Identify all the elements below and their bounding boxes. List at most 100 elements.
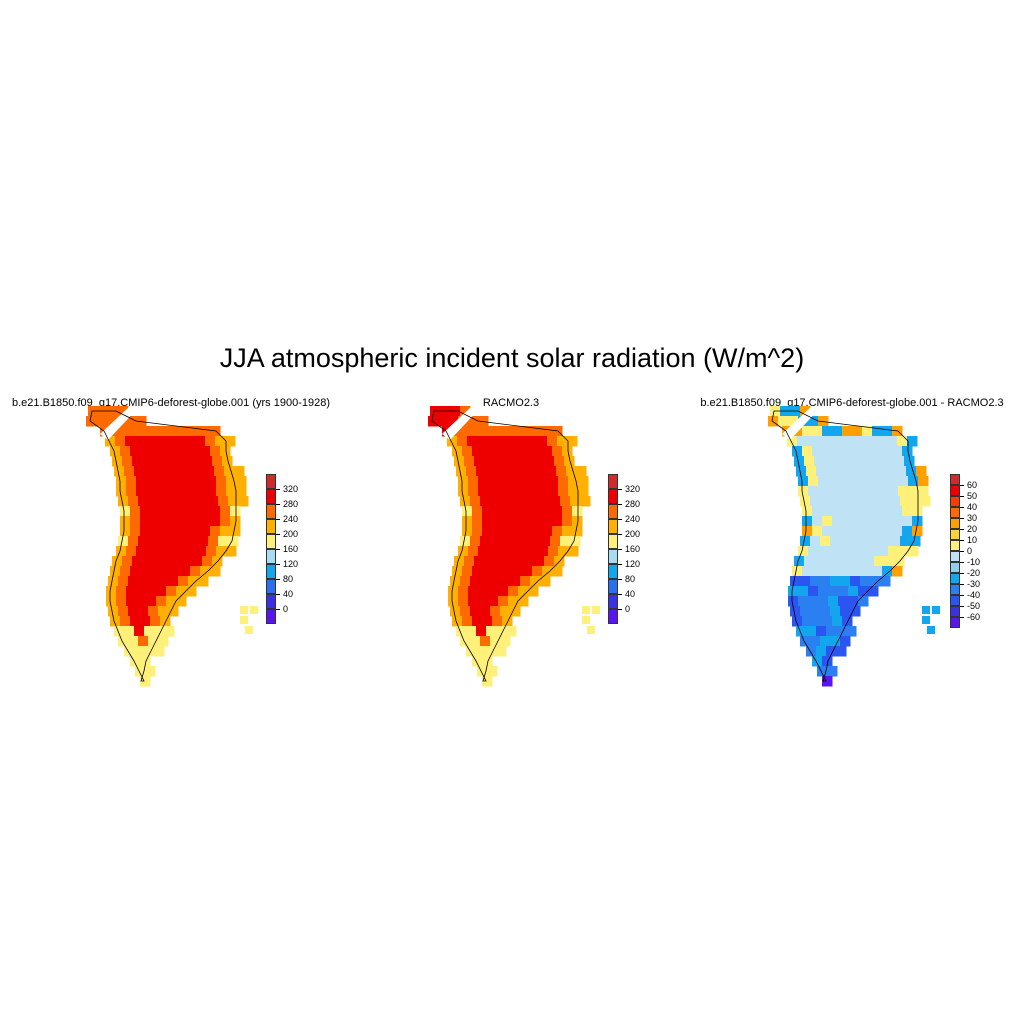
map-cell: [858, 486, 869, 497]
map-cell: [514, 456, 525, 467]
map-cell: [792, 566, 803, 577]
map-cell: [534, 556, 545, 567]
map-cell: [120, 446, 131, 457]
map-cell: [458, 546, 469, 557]
map-cell: [438, 416, 449, 427]
map-cell: [836, 626, 847, 637]
map-cell: [218, 496, 229, 507]
map-cell: [507, 436, 518, 447]
map-cell: [510, 606, 521, 617]
map-cell: [882, 506, 893, 517]
map-cell: [130, 566, 141, 577]
map-cell: [452, 616, 463, 627]
map-cell: [176, 476, 187, 487]
map-cell: [136, 596, 147, 607]
map-cell: [834, 556, 845, 567]
map-cell: [858, 476, 869, 487]
map-cell: [796, 466, 807, 477]
map-cell: [134, 646, 145, 657]
map-cell: [816, 626, 827, 637]
map-cell: [800, 606, 811, 617]
map-cell: [892, 526, 903, 537]
map-cell: [582, 616, 590, 624]
map-cell: [822, 516, 833, 527]
map-cell: [904, 456, 915, 467]
map-cell: [96, 416, 107, 427]
map-cell: [812, 516, 823, 527]
map-cell: [898, 486, 909, 497]
map-cell: [880, 536, 891, 547]
map-cell: [164, 626, 175, 637]
map-cell: [218, 536, 229, 547]
map-cell: [108, 606, 119, 617]
map-cell: [190, 446, 201, 457]
map-cell: [570, 536, 581, 547]
map-cell: [512, 526, 523, 537]
map-cell: [176, 586, 187, 597]
map-cell: [888, 476, 899, 487]
map-cell: [834, 456, 845, 467]
map-cell: [462, 616, 473, 627]
map-cell: [888, 486, 899, 497]
map-cell: [496, 626, 507, 637]
map-cell: [160, 506, 171, 517]
colorbar-tick: [618, 504, 622, 505]
map-cell: [138, 606, 149, 617]
map-cell: [814, 456, 825, 467]
map-cell: [884, 556, 895, 567]
map-cell: [144, 646, 155, 657]
map-cell: [205, 436, 216, 447]
map-cell: [518, 486, 529, 497]
map-cell: [542, 526, 553, 537]
map-cell: [858, 586, 869, 597]
map-cell: [922, 606, 930, 614]
colorbar-swatch: [266, 534, 276, 549]
colorbar-swatch: [950, 606, 960, 617]
map-cell: [848, 546, 859, 557]
map-cell: [862, 446, 873, 457]
map-cell: [900, 496, 911, 507]
map-cell: [126, 416, 137, 427]
map-cell: [882, 526, 893, 537]
map-cell: [497, 436, 508, 447]
map-cell: [464, 456, 475, 467]
map-cell: [832, 446, 843, 457]
colorbar-swatch: [950, 529, 960, 540]
map-cell: [532, 426, 543, 437]
map-cell: [806, 466, 817, 477]
map-cell: [836, 646, 847, 657]
colorbar-swatch: [266, 489, 276, 504]
map-cell: [226, 486, 237, 497]
map-cell: [874, 456, 885, 467]
map-cell: [812, 566, 823, 577]
map-cell: [482, 446, 493, 457]
map-cell: [116, 596, 127, 607]
map-cell: [546, 466, 557, 477]
map-cell: [516, 466, 527, 477]
map-cell: [450, 606, 461, 617]
sea-gap: [100, 406, 140, 440]
map-cell: [878, 486, 889, 497]
colorbar-label: 50: [967, 491, 978, 501]
map-cell: [527, 436, 538, 447]
map-cell: [832, 426, 843, 437]
map-cell: [816, 466, 827, 477]
map-cell: [778, 416, 789, 427]
map-cell: [807, 436, 818, 447]
map-cell: [857, 436, 868, 447]
map-cell: [220, 526, 231, 537]
map-cell: [180, 526, 191, 537]
map-cell: [512, 506, 523, 517]
colorbar-swatch: [608, 564, 618, 579]
map-cell: [848, 486, 859, 497]
map-cell: [215, 436, 226, 447]
colorbar-label: 0: [967, 546, 973, 556]
map-cell: [562, 516, 573, 527]
map-cell: [138, 536, 149, 547]
map-cell: [508, 586, 519, 597]
colorbar-swatch: [608, 609, 618, 624]
map-cell: [492, 526, 503, 537]
map-cell: [480, 536, 491, 547]
map-cell: [802, 506, 813, 517]
map-cell: [840, 576, 851, 587]
